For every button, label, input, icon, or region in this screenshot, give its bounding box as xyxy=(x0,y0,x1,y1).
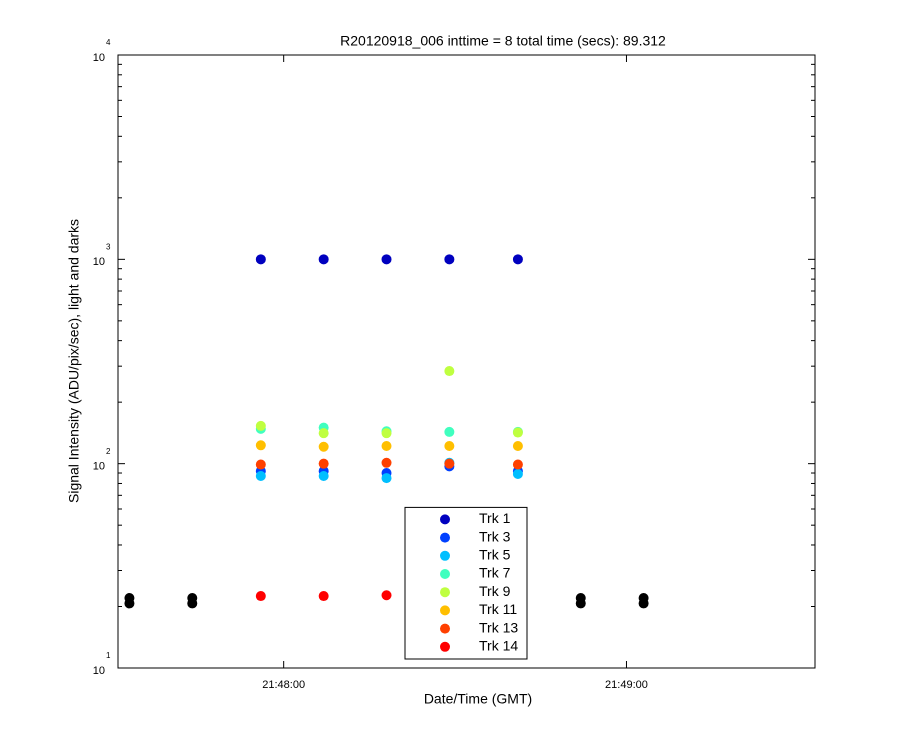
x-tick-label: 21:48:00 xyxy=(262,679,305,691)
data-point xyxy=(444,366,455,377)
legend-marker xyxy=(440,514,450,525)
data-point xyxy=(381,473,392,484)
legend-marker xyxy=(440,550,450,561)
data-point xyxy=(638,598,649,609)
data-point xyxy=(318,428,329,439)
legend-label: Trk 1 xyxy=(479,510,511,526)
data-point xyxy=(124,598,135,609)
legend-marker xyxy=(440,587,450,598)
y-tick-power: 3 xyxy=(106,242,111,251)
data-point xyxy=(318,591,329,602)
legend-marker xyxy=(440,641,450,652)
legend-label: Trk 14 xyxy=(479,638,518,654)
legend-label: Trk 3 xyxy=(479,528,511,544)
y-tick-label: 10 xyxy=(93,665,105,677)
chart-title: R20120918_006 inttime = 8 total time (se… xyxy=(340,33,666,49)
data-point xyxy=(444,426,455,437)
x-tick-label: 21:49:00 xyxy=(605,679,648,691)
data-point xyxy=(512,441,523,452)
legend-marker xyxy=(440,532,450,543)
data-point xyxy=(255,459,266,470)
y-tick-power: 1 xyxy=(106,651,111,660)
y-tick-label: 10 xyxy=(93,256,105,268)
legend-label: Trk 13 xyxy=(479,619,518,635)
y-tick-power: 4 xyxy=(106,38,111,47)
legend-marker xyxy=(440,605,450,616)
data-point xyxy=(512,469,523,480)
legend-marker xyxy=(440,623,450,634)
x-axis-label: Date/Time (GMT) xyxy=(424,691,532,707)
data-point xyxy=(187,598,198,609)
data-point xyxy=(444,254,455,265)
y-tick-label: 10 xyxy=(93,52,105,64)
legend-label: Trk 9 xyxy=(479,583,511,599)
data-point xyxy=(255,254,266,265)
data-point xyxy=(255,591,266,602)
data-point xyxy=(381,428,392,439)
data-point xyxy=(318,254,329,265)
data-point xyxy=(255,440,266,451)
data-point xyxy=(318,441,329,452)
y-axis-label: Signal Intensity (ADU/pix/sec), light an… xyxy=(66,219,82,503)
data-point xyxy=(381,441,392,452)
data-point xyxy=(512,459,523,470)
legend-label: Trk 11 xyxy=(479,601,517,617)
data-point xyxy=(381,590,392,601)
data-point xyxy=(318,458,329,469)
data-point xyxy=(512,254,523,265)
data-point xyxy=(381,457,392,468)
legend-label: Trk 5 xyxy=(479,547,511,563)
data-point xyxy=(444,458,455,469)
data-point xyxy=(512,427,523,438)
y-tick-label: 10 xyxy=(93,461,105,473)
data-point xyxy=(444,441,455,452)
data-point xyxy=(318,471,329,482)
data-point xyxy=(575,598,586,609)
legend-label: Trk 7 xyxy=(479,565,511,581)
data-point xyxy=(255,471,266,482)
data-point xyxy=(381,254,392,265)
legend-box xyxy=(404,506,528,660)
y-tick-power: 2 xyxy=(106,447,111,456)
data-point xyxy=(255,420,266,431)
legend-marker xyxy=(440,569,450,579)
